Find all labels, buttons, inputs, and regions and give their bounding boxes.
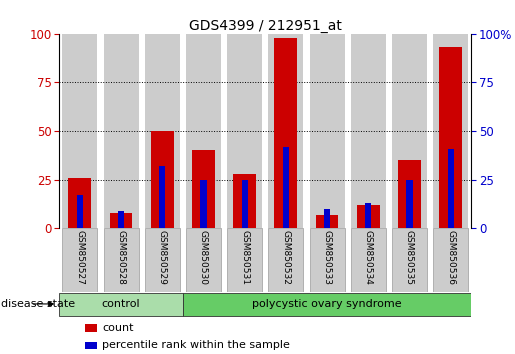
- Bar: [365, 203, 371, 228]
- Bar: [351, 228, 386, 292]
- Bar: [351, 34, 386, 228]
- Bar: [85, 342, 97, 349]
- Bar: [439, 47, 462, 228]
- Bar: [268, 228, 303, 292]
- Text: GSM850530: GSM850530: [199, 230, 208, 285]
- Bar: [186, 34, 221, 228]
- Bar: [200, 180, 207, 228]
- Text: GSM850536: GSM850536: [446, 230, 455, 285]
- Bar: [145, 34, 180, 228]
- Bar: [392, 228, 427, 292]
- Bar: [392, 34, 427, 228]
- Bar: [274, 38, 297, 228]
- Text: GSM850534: GSM850534: [364, 230, 373, 285]
- Text: control: control: [102, 299, 140, 309]
- Bar: [104, 34, 139, 228]
- Bar: [398, 160, 421, 228]
- Bar: [118, 211, 124, 228]
- Bar: [310, 34, 345, 228]
- Bar: [357, 205, 380, 228]
- Bar: [77, 195, 83, 228]
- Title: GDS4399 / 212951_at: GDS4399 / 212951_at: [189, 19, 341, 33]
- Bar: [324, 209, 330, 228]
- Bar: [316, 215, 338, 228]
- Text: GSM850533: GSM850533: [322, 230, 332, 285]
- Bar: [448, 149, 454, 228]
- Text: GSM850532: GSM850532: [281, 230, 290, 285]
- Bar: [62, 228, 97, 292]
- Bar: [268, 34, 303, 228]
- Bar: [283, 147, 289, 228]
- Bar: [145, 228, 180, 292]
- Bar: [227, 34, 262, 228]
- Bar: [62, 34, 97, 228]
- Bar: [85, 324, 97, 332]
- Bar: [186, 228, 221, 292]
- Text: GSM850529: GSM850529: [158, 230, 167, 285]
- Bar: [433, 34, 468, 228]
- Text: percentile rank within the sample: percentile rank within the sample: [102, 341, 290, 350]
- Bar: [59, 293, 183, 316]
- Bar: [110, 213, 132, 228]
- Bar: [227, 228, 262, 292]
- Bar: [310, 228, 345, 292]
- Text: disease state: disease state: [1, 299, 75, 309]
- Bar: [242, 180, 248, 228]
- Bar: [233, 174, 256, 228]
- Bar: [192, 150, 215, 228]
- Text: GSM850527: GSM850527: [75, 230, 84, 285]
- Bar: [104, 228, 139, 292]
- Bar: [406, 180, 413, 228]
- Bar: [151, 131, 174, 228]
- Text: GSM850531: GSM850531: [240, 230, 249, 285]
- Text: GSM850535: GSM850535: [405, 230, 414, 285]
- Bar: [183, 293, 471, 316]
- Bar: [159, 166, 165, 228]
- Text: GSM850528: GSM850528: [116, 230, 126, 285]
- Bar: [68, 178, 91, 228]
- Text: polycystic ovary syndrome: polycystic ovary syndrome: [252, 299, 402, 309]
- Bar: [433, 228, 468, 292]
- Text: count: count: [102, 323, 133, 333]
